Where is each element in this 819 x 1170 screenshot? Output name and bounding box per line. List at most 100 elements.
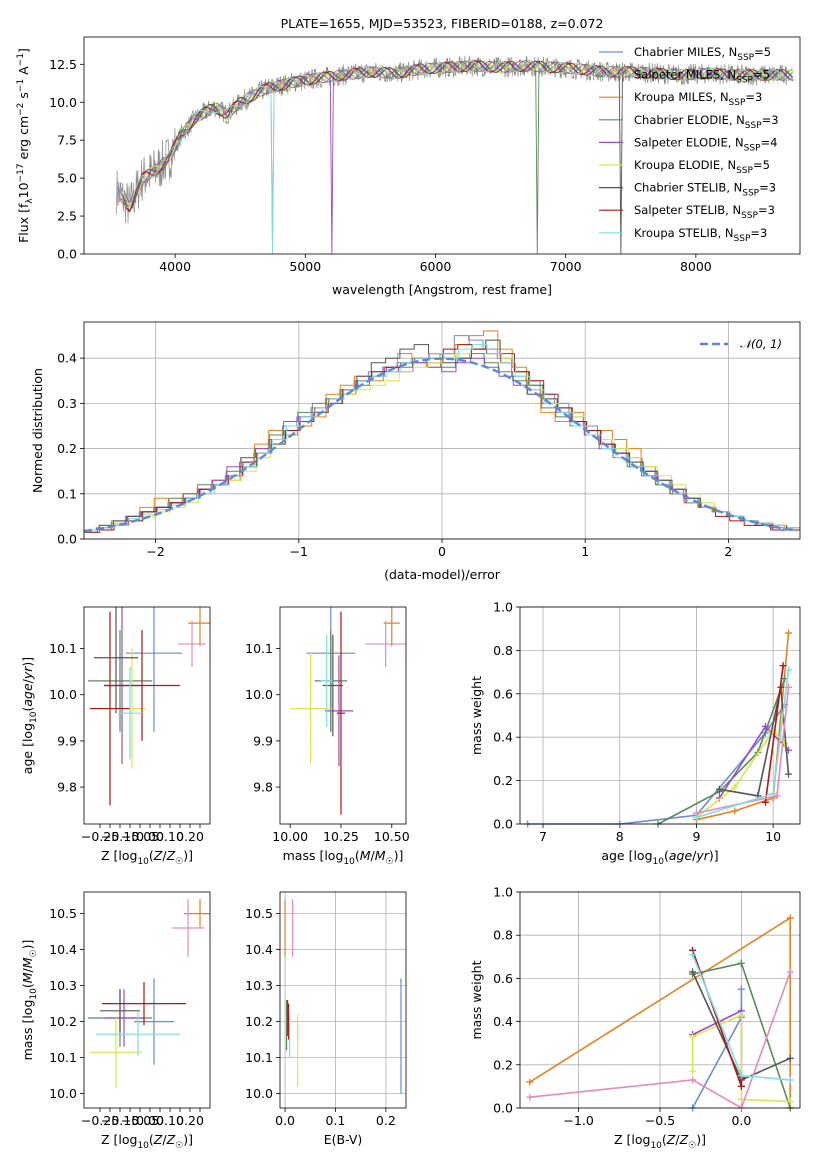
x-tick-label: −0.05 <box>121 1113 159 1128</box>
label-part: (data-model)/error <box>384 567 501 582</box>
label-part: / <box>371 848 376 863</box>
label-part: SSP <box>736 76 753 86</box>
chart-title: PLATE=1655, MJD=53523, FIBERID=0188, z=0… <box>281 16 604 31</box>
weight-marker <box>689 968 697 976</box>
axes-frame <box>279 891 407 1109</box>
label-part: mass [log <box>20 1000 35 1061</box>
y-tick-label: 0.0 <box>57 247 77 262</box>
label-part: yr <box>695 848 709 863</box>
model-spectrum-line <box>123 60 793 254</box>
label-part: 10 <box>16 182 31 198</box>
label-part: / <box>162 1132 167 1147</box>
weight-marker <box>737 1072 745 1080</box>
x-tick-label: 8000 <box>680 259 712 274</box>
z-mass-panel: −0.25−0.15−0.050.000.100.20 10.0 10.1 10.2 1… <box>20 891 211 1151</box>
label-part: ☉ <box>386 857 394 867</box>
weight-marker <box>526 1078 534 1086</box>
y-tick-label: 10.2 <box>245 1014 273 1029</box>
label-part: )] <box>20 657 35 667</box>
weight-marker <box>715 785 723 793</box>
data-point <box>118 667 142 760</box>
label-part: Chabrier MILES, N <box>634 45 737 59</box>
weight-marker <box>773 792 781 800</box>
label-part: SSP <box>742 189 759 199</box>
spectrum-panel: PLATE=1655, MJD=53523, FIBERID=0188, z=0… <box>16 16 801 297</box>
y-tick-label: 10.1 <box>49 641 77 656</box>
weight-marker <box>526 1093 534 1101</box>
y-tick-label: 0.0 <box>493 817 513 832</box>
weight-line-series <box>692 629 792 824</box>
error-bars <box>284 899 402 1094</box>
data-point <box>365 620 406 668</box>
y-tick-label: 0.0 <box>57 532 77 547</box>
weight-marker <box>692 813 700 821</box>
label-part: 10 <box>137 857 149 867</box>
label-part: Z <box>166 848 176 863</box>
x-axis-label: E(B-V) <box>324 1132 363 1147</box>
label-part: / <box>675 1132 680 1147</box>
weight-line <box>657 678 786 825</box>
x-tick-label: −1.0 <box>563 1113 593 1128</box>
y-tick-label: 9.8 <box>253 780 273 795</box>
label-part: )] <box>20 940 35 950</box>
y-axis-label: mass weight <box>469 960 484 1039</box>
weight-line <box>695 729 786 819</box>
y-tick-label: 5.0 <box>57 171 77 186</box>
y-tick-label: 0.8 <box>493 643 513 658</box>
x-axis-label: mass [log10(M/M☉)] <box>283 848 404 867</box>
label-part: / <box>20 967 35 972</box>
label-part: age [log <box>601 848 652 863</box>
label-part: =5 <box>753 68 770 82</box>
label-part: SSP <box>729 98 746 108</box>
label-part: E(B-V) <box>324 1132 363 1147</box>
label-part: SSP <box>737 53 754 63</box>
y-tick-label: 2.5 <box>57 209 77 224</box>
legend-entry: Kroupa MILES, NSSP=3 <box>634 90 762 108</box>
label-part: Salpeter ELODIE, N <box>634 135 744 149</box>
label-part: ☉ <box>688 1141 696 1151</box>
axes-frame <box>83 606 211 825</box>
legend-entry: Salpeter ELODIE, NSSP=4 <box>634 135 777 153</box>
x-tick-label: 5000 <box>289 259 321 274</box>
spectrum-lines <box>116 55 794 254</box>
model-spectrum-line <box>121 60 794 208</box>
weight-marker <box>784 666 792 674</box>
ebv-mass-panel: 0.0 0.1 0.2 10.0 10.1 10.2 10.3 10.4 10.5 E(B-V) <box>245 891 407 1147</box>
y-tick-label: 10.1 <box>245 1050 273 1065</box>
x-tick-label: 0 <box>438 544 446 559</box>
x-tick-label: 0.0 <box>731 1113 751 1128</box>
x-tick-label: 0.10 <box>156 1113 184 1128</box>
y-tick-label: 0.8 <box>493 928 513 943</box>
axes-frame <box>83 36 801 255</box>
data-point <box>324 655 354 767</box>
y-tick-label: 10.4 <box>245 942 273 957</box>
label-part: Z [log <box>614 1132 650 1147</box>
weight-line-series <box>689 951 794 1084</box>
weight-marker <box>737 1011 745 1019</box>
label-part: ☉ <box>29 949 39 957</box>
x-tick-label: −0.5 <box>645 1113 675 1128</box>
x-axis-label: wavelength [Angstrom, rest frame] <box>332 282 552 297</box>
label-part: Z <box>153 848 163 863</box>
label-part: )] <box>183 1132 193 1147</box>
x-tick-label: 10 <box>765 829 781 844</box>
data-point <box>104 630 180 741</box>
label-part: ( <box>664 848 669 863</box>
label-part: Z [log <box>101 1132 137 1147</box>
label-part: −2 <box>16 103 26 116</box>
data-point <box>96 1012 180 1056</box>
x-tick-label: 6000 <box>420 259 452 274</box>
axes-frame <box>279 606 407 825</box>
x-tick-label: 0.0 <box>275 1113 295 1128</box>
weight-marker <box>731 783 739 791</box>
weight-marker <box>689 951 697 959</box>
y-tick-label: 0.1 <box>57 486 77 501</box>
x-tick-label: 10.00 <box>272 829 308 844</box>
label-part: ] <box>16 48 31 53</box>
label-part: Salpeter MILES, N <box>634 68 736 82</box>
label-part: SSP <box>734 234 751 244</box>
label-part: age <box>20 683 35 707</box>
mass-age-panel: 10.00 10.25 10.50 9.8 9.9 10.0 10.1 mass [log10… <box>245 606 410 867</box>
x-tick-label: 2 <box>724 544 732 559</box>
